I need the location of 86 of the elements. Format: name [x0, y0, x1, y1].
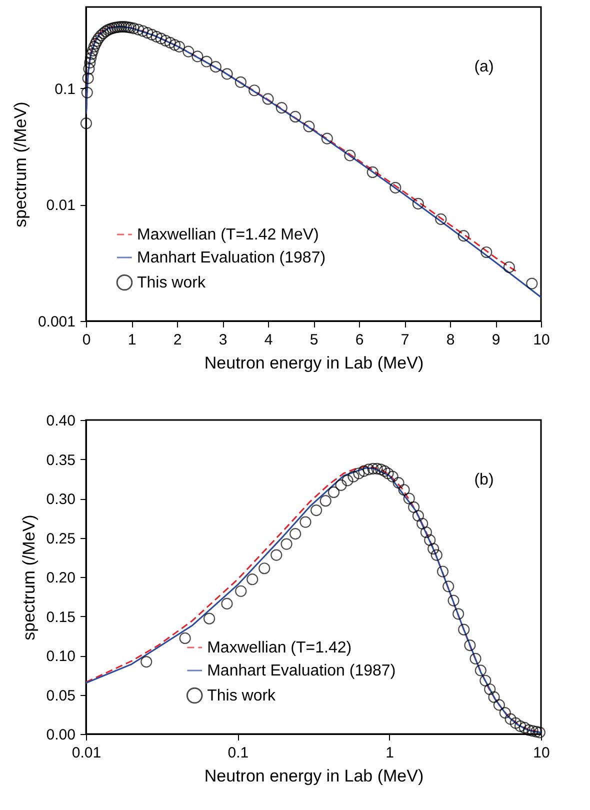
- x-tick-label: 1: [128, 332, 136, 348]
- x-tick-label: 10: [533, 332, 550, 348]
- y-axis-title: spectrum (/MeV): [10, 102, 30, 228]
- y-tick-label: 0.05: [46, 687, 76, 704]
- point: [173, 40, 186, 52]
- x-axis-title: Neutron energy in Lab (MeV): [204, 354, 424, 372]
- y-tick-label: 0.1: [54, 80, 76, 98]
- point: [116, 21, 128, 33]
- point: [526, 278, 538, 290]
- point: [82, 72, 94, 84]
- point: [435, 213, 447, 225]
- point: [164, 36, 176, 48]
- x-tick-label: 6: [355, 332, 364, 348]
- point: [366, 166, 378, 178]
- point: [155, 32, 167, 44]
- y-tick-label: 0.20: [46, 570, 76, 586]
- point: [128, 22, 140, 34]
- point: [80, 118, 92, 130]
- y-tick-label: 0.15: [46, 608, 76, 626]
- y-tick-label: 0.25: [46, 530, 76, 548]
- y-tick-label: 0.00: [46, 726, 76, 744]
- point: [137, 25, 149, 37]
- point: [86, 48, 98, 60]
- point: [95, 30, 107, 42]
- point: [92, 32, 105, 44]
- point: [200, 56, 212, 68]
- x-tick-label: 7: [400, 332, 410, 348]
- annotation: (b): [474, 472, 494, 489]
- point: [182, 46, 194, 58]
- point: [344, 150, 356, 162]
- legend-label: Maxwellian (T=1.42): [207, 640, 352, 656]
- point: [81, 86, 93, 98]
- point: [84, 56, 96, 68]
- point: [262, 93, 274, 105]
- x-tick-label: 1: [386, 744, 394, 762]
- point: [150, 30, 162, 42]
- legend-label: Manhart Evaluation (1987): [137, 250, 326, 266]
- point: [120, 21, 132, 33]
- x-tick-label: 4: [264, 332, 273, 348]
- point: [412, 198, 424, 210]
- point: [192, 50, 204, 62]
- x-tick-label: 0: [82, 332, 91, 348]
- x-tick-label: 10: [533, 744, 550, 762]
- x-tick-label: 0.01: [72, 744, 102, 762]
- legend-label: This work: [137, 274, 206, 292]
- y-tick-label: 0.10: [46, 648, 76, 665]
- point: [248, 84, 260, 96]
- y-tick-label: 0.30: [46, 491, 76, 508]
- point: [458, 230, 470, 242]
- point: [503, 261, 515, 273]
- x-tick-label: 0.1: [228, 744, 249, 762]
- point: [276, 102, 288, 114]
- point: [290, 110, 302, 123]
- point: [390, 182, 402, 194]
- point: [321, 132, 333, 144]
- point: [146, 28, 158, 40]
- legend-label: Manhart Evaluation (1987): [207, 662, 396, 680]
- point: [132, 24, 144, 36]
- point: [91, 35, 103, 47]
- legend-label: Maxwellian (T=1.42 MeV): [137, 226, 319, 244]
- point: [210, 61, 222, 73]
- point: [83, 63, 95, 75]
- annotation: (a): [474, 58, 494, 76]
- y-tick-label: 0.001: [38, 314, 76, 330]
- x-tick-label: 2: [173, 332, 182, 348]
- x-tick-label: 8: [446, 332, 455, 348]
- x-axis-title: Neutron energy in Lab (MeV): [204, 766, 424, 786]
- x-tick-label: 3: [218, 332, 228, 348]
- point: [221, 68, 233, 80]
- y-axis-title: spectrum (/MeV): [19, 514, 38, 640]
- x-tick-label: 9: [492, 332, 500, 348]
- point: [87, 44, 99, 56]
- y-tick-label: 0.35: [46, 452, 76, 469]
- point: [480, 246, 492, 258]
- point: [84, 52, 97, 64]
- x-tick-label: 5: [310, 332, 318, 348]
- point: [168, 39, 181, 51]
- y-tick-label: 0.01: [46, 197, 76, 214]
- y-tick-label: 0.40: [46, 412, 76, 430]
- point: [142, 27, 154, 39]
- point: [303, 120, 315, 132]
- point: [88, 40, 100, 52]
- point: [90, 38, 102, 50]
- point: [160, 34, 172, 46]
- point: [234, 76, 246, 88]
- legend-label: This work: [207, 688, 277, 704]
